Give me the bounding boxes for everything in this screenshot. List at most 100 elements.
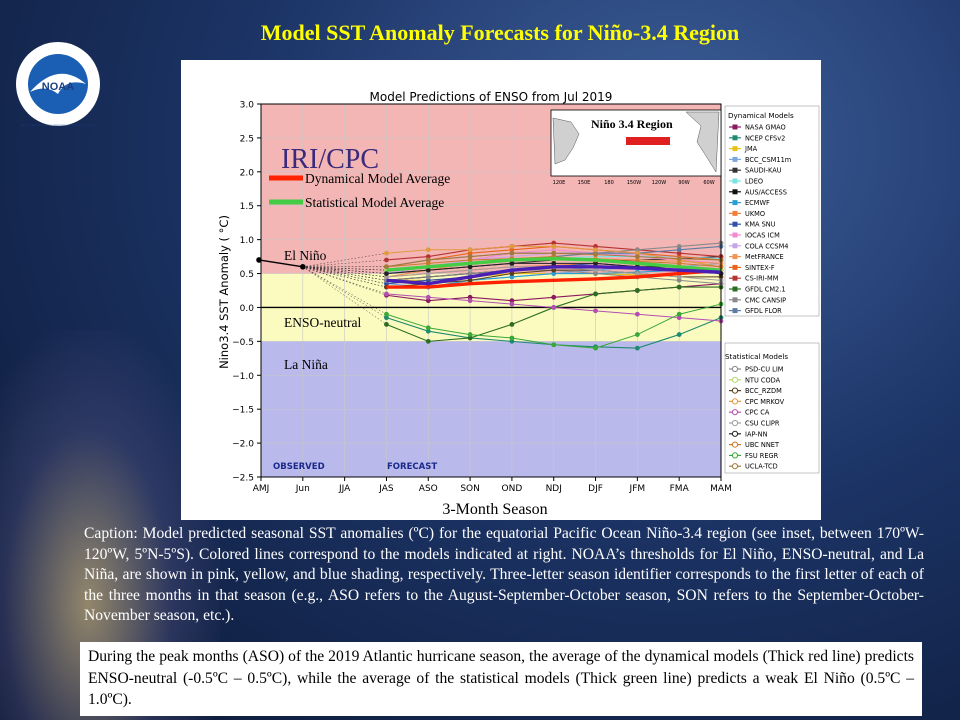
legend-swatch-marker [732,135,738,141]
dynamical-legend-box [724,105,820,317]
legend-swatch-marker [732,124,738,130]
statistical-series-point [425,260,431,266]
chart-title: Model Predictions of ENSO from Jul 2019 [370,90,613,104]
zone-label: La Niña [284,357,328,372]
statistical-series-point [551,342,557,348]
dynamical-series-point [593,244,598,249]
connector-line [302,266,387,318]
statistical-series-point [509,250,515,256]
statistical-legend-item: CPC CA [745,409,770,417]
enso-chart: 3.0 2.5 2.0 1.5 1.0 0.5 0.0 −0.5 −1.0 −1.5 −2.0 −2.… [217,90,820,518]
summary-text: During the peak months (ASO) of the 2019… [88,648,914,708]
statistical-series-point [467,257,473,263]
statistical-series-point [676,260,682,266]
inset-label: Niño 3.4 Region [591,117,673,131]
inset-tick-label: 120E [553,180,566,186]
x-axis-label: 3-Month Season [442,501,547,518]
dynamical-series-point [634,288,640,293]
average-series [386,256,722,272]
dynamical-series-point [551,271,557,276]
statistical-series-point [676,274,682,280]
statistical-series-point [509,264,515,270]
dynamical-series-point [676,332,682,337]
dynamical-legend-item: SAUDI-KAU [745,167,782,175]
statistical-legend-item: CSU CLIPR [745,420,780,428]
y-tick-label: −0.5 [232,338,254,348]
statistical-series-point [676,311,682,317]
dynamical-legend-item: GFDL FLOR [745,307,782,315]
legend-swatch-marker [731,441,739,448]
dynamical-series-point [634,247,640,253]
statistical-series-point [425,294,431,300]
inset-nino34-box [626,137,670,145]
statistical-series-point [634,250,640,256]
statistical-series-point [551,267,557,273]
x-tick-label: FMA [670,484,690,494]
legend-swatch-marker [732,254,738,260]
dynamical-series-point [384,257,389,263]
statistical-series-point [467,277,473,283]
statistical-series-point [467,267,473,273]
x-tick-label: OND [502,484,523,494]
dynamical-series-point [509,338,515,344]
dynamical-series-point [467,250,473,256]
series-layer [256,240,724,351]
noaa-logo: NOAA NATIONAL OCEANIC AND ATMOSPHERIC AD… [16,42,100,127]
legend-swatch-marker [732,286,738,292]
statistical-legend-item: BCC_RZDM [745,387,782,395]
dynamical-legend-item: GFDL CM2.1 [745,286,786,294]
legend-swatch-marker [732,178,738,184]
dynamical-series-point [551,247,557,253]
statistical-series-point [634,332,640,337]
dynamical-legend-title: Dynamical Models [728,111,794,120]
y-tick-label: 3.0 [240,101,255,111]
average-legend-label: Statistical Model Average [305,195,444,210]
chart-panel: 3.0 2.5 2.0 1.5 1.0 0.5 0.0 −0.5 −1.0 −1.5 −2.0 −2.… [181,60,821,520]
zone-label: El Niño [284,248,327,263]
statistical-series-point [551,250,557,256]
dynamical-series-point [509,322,515,327]
dynamical-series-point [593,291,598,297]
statistical-series-point [593,345,598,351]
legend-swatch-marker [732,243,738,249]
statistical-series-point [384,271,389,276]
y-tick-label: 0.5 [240,270,254,280]
dynamical-series-point [467,335,473,341]
inset-tick-label: 150W [627,180,642,186]
x-tick-label: NDJ [546,484,562,494]
model-legend: Dynamical Models NASA GMAO NCEP CFSv2 JMA BC… [724,105,820,474]
statistical-legend-item: CPC MRKOV [745,398,785,406]
dynamical-series-point [425,254,431,259]
statistical-series-point [676,315,682,321]
statistical-legend-item: IAP-NN [745,430,768,438]
statistical-series-point [467,264,473,270]
y-tick-label: 1.0 [240,236,255,246]
statistical-series-point [384,274,389,280]
axes-layer: 3.0 2.5 2.0 1.5 1.0 0.5 0.0 −0.5 −1.0 −1.5 −2.0 −2.… [217,90,732,518]
y-tick-label: 2.5 [240,134,254,144]
y-tick-label: −2.5 [232,474,254,484]
inset-land-asia [552,117,580,165]
legend-swatch-marker [732,264,738,270]
legend-swatch-marker [731,452,739,459]
dynamical-legend-item: MetFRANCE [745,253,784,261]
legend-swatch-marker [732,221,738,227]
statistical-series-point [593,267,598,273]
statistical-series-point [384,311,389,317]
y-axis-label: Nino3.4 SST Anomaly ( °C) [217,215,231,369]
statistical-series-point [551,244,557,249]
average-series [386,265,722,286]
x-tick-label: Jun [295,484,310,494]
dynamical-legend-item: UKMO [745,210,765,218]
y-tick-label: 1.5 [240,202,254,212]
caption-text: Caption: Model predicted seasonal SST an… [84,525,924,624]
forecast-label: FORECAST [387,462,437,472]
logo-gull [30,73,86,94]
statistical-series-point [593,308,598,314]
connector-line [302,266,387,295]
statistical-series-point [509,335,515,341]
dynamical-series-point [676,247,682,253]
dynamical-series-point [551,240,557,246]
average-series [386,268,722,289]
